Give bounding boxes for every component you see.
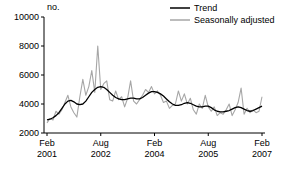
y-axis-label: no. (47, 2, 60, 12)
legend-swatch (170, 7, 190, 9)
x-tick (262, 133, 263, 136)
chart: no.200040006000800010000Feb2001Aug2002Fe… (0, 0, 283, 170)
plot-lines (47, 46, 262, 123)
legend-swatch (170, 19, 190, 21)
x-tick (154, 133, 155, 136)
y-tick (41, 133, 44, 134)
x-tick-label-part: 2002 (91, 149, 111, 159)
x-tick-label-part: Feb (254, 138, 270, 148)
x-tick (100, 133, 101, 136)
x-tick-label-part: 2004 (144, 149, 164, 159)
x-tick-label: Aug2002 (91, 138, 111, 159)
x-tick-label-part: 2007 (252, 149, 272, 159)
y-tick-label: 8000 (19, 41, 39, 51)
x-tick (208, 133, 209, 136)
x-tick-label-part: 2005 (198, 149, 218, 159)
legend-label: Seasonally adjusted (194, 15, 275, 25)
y-tick-label: 2000 (19, 128, 39, 138)
y-tick-label: 6000 (19, 70, 39, 80)
y-tick-label: 10000 (14, 12, 39, 22)
series-line (47, 46, 262, 123)
x-tick-label: Feb2004 (144, 138, 164, 159)
x-tick-label-part: Feb (147, 138, 163, 148)
x-tick (47, 133, 48, 136)
y-tick-label: 4000 (19, 99, 39, 109)
y-tick (41, 46, 44, 47)
x-tick-label-part: Aug (200, 138, 216, 148)
x-tick-label-part: 2001 (37, 149, 57, 159)
x-tick-label-part: Aug (93, 138, 109, 148)
x-tick-label: Feb2001 (37, 138, 57, 159)
x-tick-label: Aug2005 (198, 138, 218, 159)
x-tick-label: Feb2007 (252, 138, 272, 159)
y-tick (41, 17, 44, 18)
y-tick (41, 75, 44, 76)
x-tick-label-part: Feb (39, 138, 55, 148)
series-line (47, 87, 262, 120)
y-tick (41, 104, 44, 105)
legend-label: Trend (194, 3, 217, 13)
